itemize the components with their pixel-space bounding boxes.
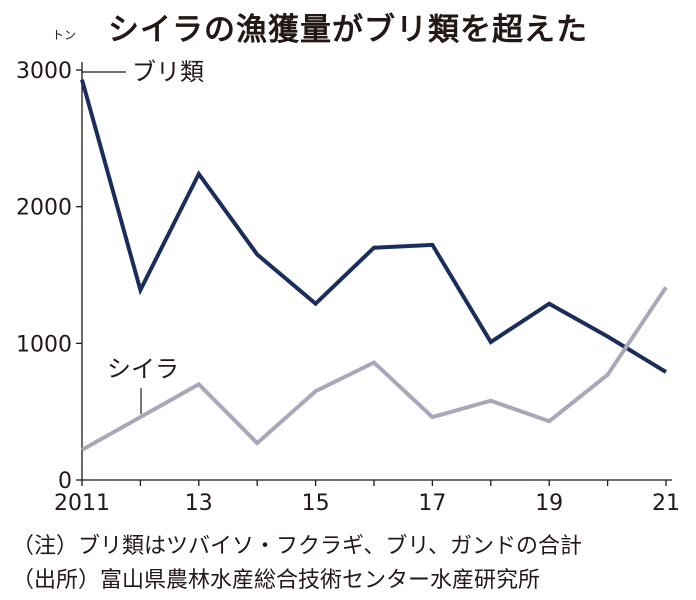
y-tick-label: 3000 <box>16 59 72 84</box>
y-tick-label: 1000 <box>16 332 72 357</box>
x-tick-label: 13 <box>185 491 213 516</box>
x-tick-label: 19 <box>535 491 563 516</box>
x-tick-label: 2011 <box>54 491 110 516</box>
series-label-buri: ブリ類 <box>132 58 204 86</box>
chart-title: シイラの漁獲量がブリ類を超えた <box>108 12 588 48</box>
y-axis-unit-label: トン <box>52 28 77 42</box>
footnote-note: （注）ブリ類はツバイソ・フクラギ、ブリ、ガンドの合計 <box>12 534 583 559</box>
series-line-buri <box>80 79 668 374</box>
axes: 0 1000 2000 3000 2011 13 15 17 19 21 <box>16 59 680 516</box>
leader-line-buri <box>81 71 126 74</box>
footnote-source: （出所）富山県農林水産総合技術センター水産研究所 <box>12 568 541 593</box>
y-tick-label: 2000 <box>16 196 72 221</box>
x-tick-label: 21 <box>652 491 680 516</box>
series-label-shiira: シイラ <box>107 355 179 383</box>
series-lines <box>80 79 668 452</box>
y-tick-label: 0 <box>58 469 72 494</box>
x-tick-label: 17 <box>418 491 446 516</box>
x-tick-label: 15 <box>302 491 330 516</box>
